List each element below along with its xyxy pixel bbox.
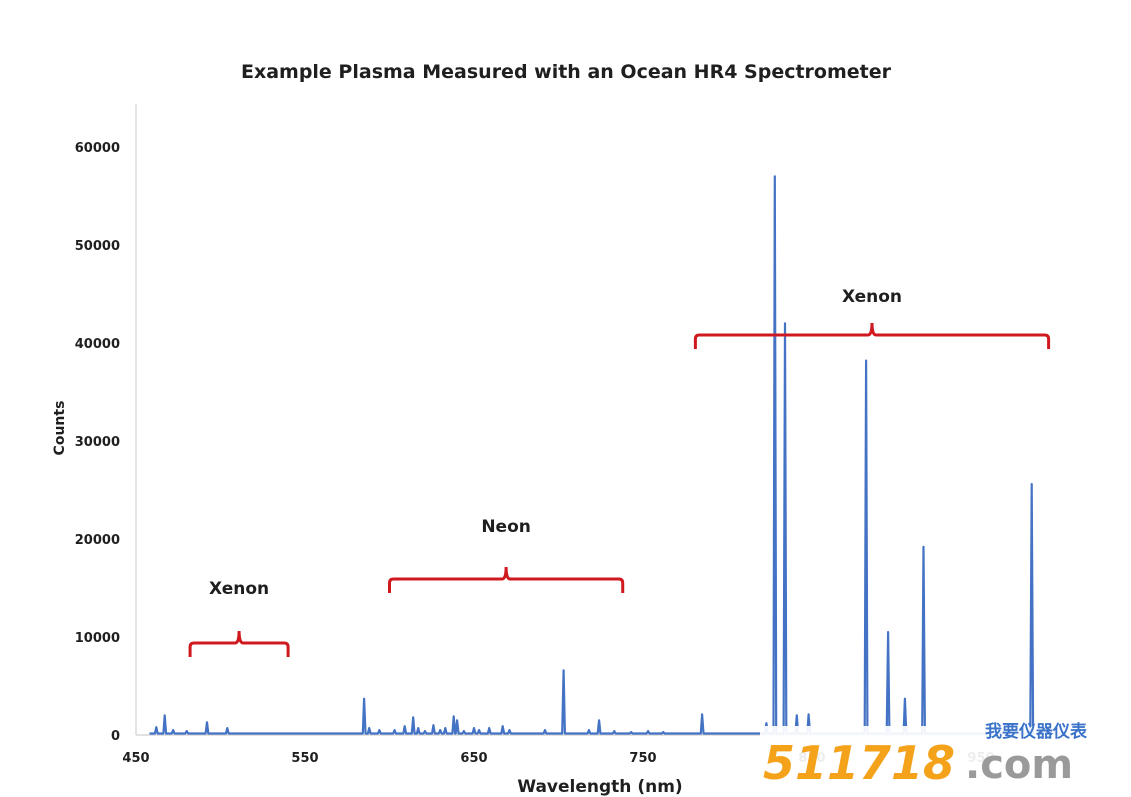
spectrum-peaks [155,175,1033,733]
spectrum-peak [647,730,649,732]
y-tick-label: 40000 [75,337,120,352]
spectrum-peak [488,727,491,730]
spectrum-peak [922,545,925,548]
spectrum-peak [630,731,633,733]
spectrum-peak [773,175,776,178]
spectrum-peak [508,729,511,731]
spectrum-peak [412,716,415,719]
spectrum-peak [662,731,665,733]
y-tick-label: 60000 [75,141,120,156]
region-label: Xenon [209,579,269,599]
region-bracket [188,630,290,657]
chart-title: Example Plasma Measured with an Ocean HR… [241,61,892,83]
spectrum-peak [501,725,504,728]
spectrum-peak [462,730,465,732]
spectrum-peak [155,726,158,729]
spectrum-peak [368,727,371,730]
spectrum-peak [478,729,480,731]
spectrum-peak [1030,483,1033,486]
y-tick-label: 0 [111,729,120,744]
watermark: 我要仪器仪表 511718 .com [760,721,1118,790]
spectrum-line [149,175,1066,735]
spectrum-peak [163,714,166,717]
spectrum-peak [206,721,208,724]
spectrum-peak [226,727,229,730]
spectrum-peak [613,730,616,732]
x-tick-label: 750 [629,751,656,766]
spectrum-peak [904,697,906,700]
region-label: Neon [481,517,531,537]
spectrum-peak [865,359,867,362]
spectrum-peak [765,722,768,725]
spectrum-peak [172,729,175,731]
spectrum-peak [598,719,600,722]
watermark-chinese-text: 我要仪器仪表 [985,721,1088,742]
y-tick-label: 20000 [75,533,120,548]
spectrum-peak [432,724,435,727]
y-axis-ticks: 0 10000 20000 30000 40000 50000 60000 [75,141,120,744]
y-axis-label: Counts [52,401,68,456]
y-tick-label: 50000 [75,239,120,254]
x-axis-label: Wavelength (nm) [517,777,682,797]
spectrum-peak [417,727,420,730]
spectrum-peak [424,730,426,732]
spectrum-peak [403,725,406,728]
spectrum-peak [588,729,590,731]
y-tick-label: 30000 [75,435,120,450]
spectrum-peak [444,727,447,730]
region-bracket [388,566,625,593]
spectrum-peak [795,714,798,717]
y-tick-label: 10000 [75,631,120,646]
spectrum-peak [185,730,188,732]
region-annotations: Xenon Neon Xenon [188,287,1051,657]
spectrum-peak [807,713,810,716]
spectrum-peak [363,697,366,700]
spectrum-peak [784,322,786,325]
spectrum-peak [393,729,396,731]
region-label: Xenon [842,287,902,307]
region-bracket [693,322,1051,349]
spectrum-peak [544,729,546,731]
x-tick-label: 650 [460,751,487,766]
spectrum-peak [452,715,455,718]
spectrum-peak [887,631,889,633]
spectrum-peak [701,713,704,716]
x-tick-label: 550 [291,751,318,766]
spectrum-peak [456,719,458,722]
x-tick-label: 450 [122,751,149,766]
spectrum-peak [473,727,475,730]
spectrum-peak [378,729,381,731]
spectrum-peak [439,729,442,731]
watermark-number: 511718 [763,736,955,790]
spectrum-peak [562,669,565,672]
watermark-com: .com [965,742,1073,788]
